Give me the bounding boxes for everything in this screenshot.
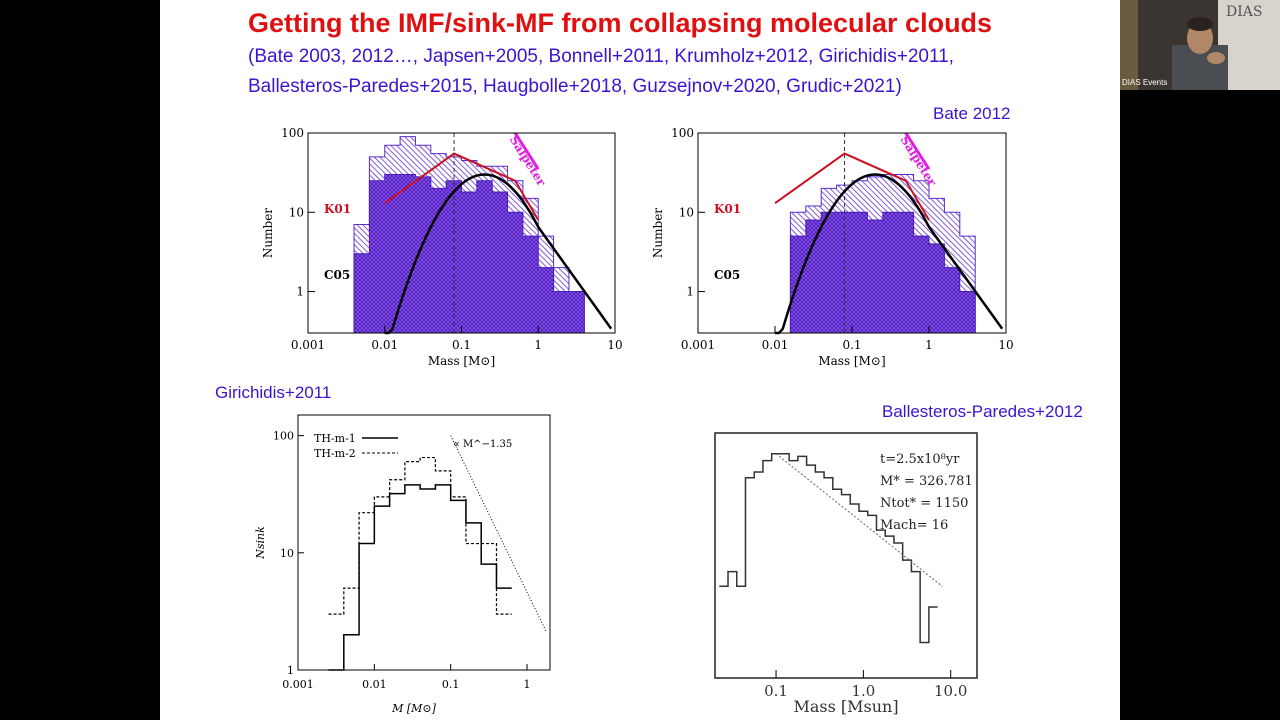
webcam-label: DIAS Events xyxy=(1122,78,1168,87)
x-tick-label: 0.1 xyxy=(442,678,460,691)
k01-curve xyxy=(384,152,540,221)
caption-bate: Bate 2012 xyxy=(933,104,1011,123)
k01-label: K01 xyxy=(324,202,351,216)
salpeter-line xyxy=(904,132,931,170)
slide: Getting the IMF/sink-MF from collapsing … xyxy=(160,0,1120,720)
salpeter-line xyxy=(513,132,540,170)
c05-label: C05 xyxy=(714,268,740,282)
k01-label: K01 xyxy=(714,202,741,216)
slide-title: Getting the IMF/sink-MF from collapsing … xyxy=(248,8,993,38)
x-tick-label: 1 xyxy=(534,338,542,352)
speaker-video: DIAS xyxy=(1120,0,1280,90)
caption-girichidis: Girichidis+2011 xyxy=(215,383,332,402)
y-tick-label: 100 xyxy=(281,126,304,140)
legend-th-m-2: TH-m-2 xyxy=(314,447,356,460)
y-tick-label: 10 xyxy=(289,205,304,219)
x-tick-label: 0.01 xyxy=(362,678,387,691)
x-tick-label: 0.001 xyxy=(291,338,325,352)
c05-curve xyxy=(384,173,613,335)
x-tick-label: 1.0 xyxy=(851,682,875,700)
k01-curve xyxy=(774,152,930,221)
hist-inner xyxy=(353,173,585,334)
y-tick-label: 1 xyxy=(686,285,694,299)
x-tick-label: 0.01 xyxy=(762,338,789,352)
annotation-2: Ntot* = 1150 xyxy=(880,496,968,511)
y-tick-label: 10 xyxy=(679,205,694,219)
series-th-m-2 xyxy=(328,456,512,615)
y-axis-label: Nsink xyxy=(254,526,267,560)
bate-right-plot: 0.001 0.01 0.1 1 10 1 10 100 Mass [M⊙] Number K01 C… xyxy=(651,126,1014,368)
annotation-3: Mach= 16 xyxy=(880,518,948,533)
legend-th-m-1: TH-m-1 xyxy=(314,432,356,445)
references-line-1: (Bate 2003, 2012…, Japsen+2005, Bonnell+… xyxy=(248,46,954,67)
x-tick-label: 1 xyxy=(925,338,933,352)
x-tick-label: 1 xyxy=(524,678,531,691)
x-tick-label: 0.001 xyxy=(681,338,715,352)
x-axis-label: M [M⊙] xyxy=(391,702,437,715)
x-tick-label: 0.001 xyxy=(282,678,314,691)
series-th-m-1 xyxy=(328,484,512,671)
c05-curve xyxy=(775,173,1004,335)
x-tick-label: 10 xyxy=(998,338,1013,352)
annotation-0: t=2.5x10⁸yr xyxy=(880,452,960,467)
dias-logo: DIAS xyxy=(1226,4,1262,20)
mass-histogram xyxy=(719,453,938,644)
webcam-feed: DIAS DIAS Events xyxy=(1120,0,1280,90)
x-tick-label: 0.1 xyxy=(842,338,861,352)
x-axis-label: Mass [M⊙] xyxy=(428,354,495,368)
plot-frame xyxy=(297,414,551,671)
powerlaw-line xyxy=(450,435,547,633)
y-tick-label: 1 xyxy=(287,664,294,677)
y-tick-label: 100 xyxy=(273,430,294,443)
x-axis-label: Mass [M⊙] xyxy=(818,354,885,368)
y-tick-label: 10 xyxy=(280,547,294,560)
x-tick-label: 0.1 xyxy=(452,338,471,352)
x-tick-label: 0.01 xyxy=(371,338,398,352)
x-tick-label: 10 xyxy=(607,338,622,352)
x-tick-label: 10.0 xyxy=(934,682,967,700)
y-axis-label: Number xyxy=(651,208,665,258)
bate-left-plot: 0.001 0.01 0.1 1 10 1 10 100 Mass [M⊙] Number K01 C… xyxy=(261,126,623,368)
c05-label: C05 xyxy=(324,268,350,282)
x-axis-label: Mass [Msun] xyxy=(793,697,898,716)
y-axis-label: Number xyxy=(261,208,275,258)
caption-ballesteros: Ballesteros-Paredes+2012 xyxy=(882,402,1083,421)
plot-frame xyxy=(714,432,978,679)
girichidis-plot: 0.001 0.01 0.1 1 1 10 100 M [M⊙] Nsink TH-m-1 TH-m… xyxy=(254,414,551,715)
ballesteros-plot: 0.1 1.0 10.0 Mass [Msun] t=2.5x10⁸yr M* = 326… xyxy=(714,432,978,716)
x-tick-label: 0.1 xyxy=(764,682,788,700)
y-tick-label: 100 xyxy=(671,126,694,140)
y-tick-label: 1 xyxy=(296,285,304,299)
powerlaw-label: ∝ M^−1.35 xyxy=(453,439,512,450)
references-line-2: Ballesteros-Paredes+2015, Haugbolle+2018… xyxy=(248,76,902,97)
reference-line xyxy=(775,453,943,587)
figure-canvas: 0.001 0.01 0.1 1 10 1 10 100 Mass [M⊙] Number K01 C… xyxy=(254,126,1014,716)
annotation-1: M* = 326.781 xyxy=(880,474,973,489)
